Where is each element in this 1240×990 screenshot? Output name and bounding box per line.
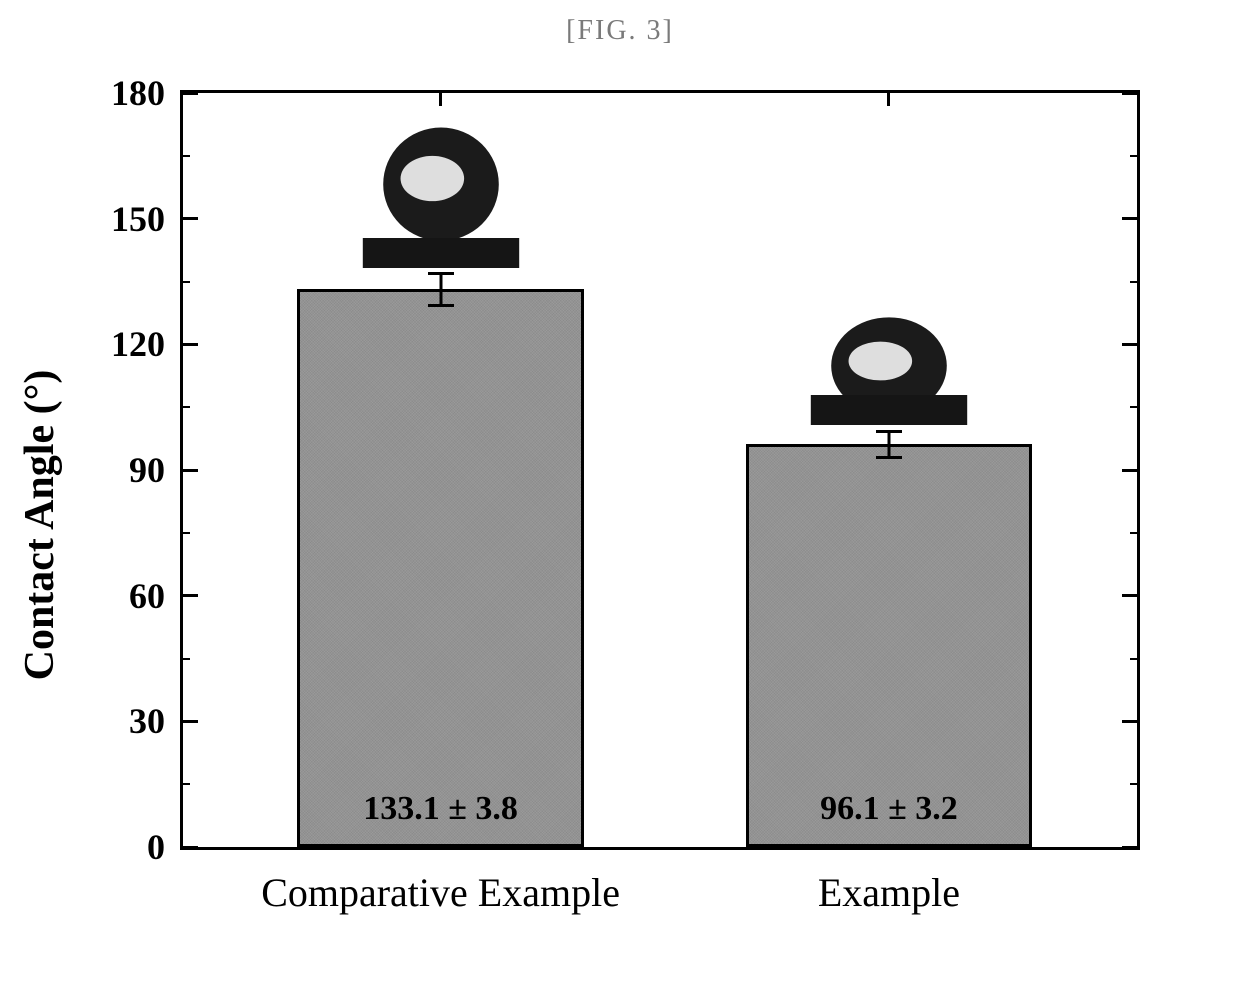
y-tick-minor	[180, 155, 190, 157]
bar-value-label: 96.1 ± 3.2	[820, 790, 958, 828]
plot-area: 0306090120150180133.1 ± 3.8 Comparative …	[180, 90, 1140, 850]
x-tick-major	[439, 90, 442, 106]
error-bar	[439, 274, 442, 306]
y-tick-label: 120	[111, 323, 183, 365]
y-tick-label: 180	[111, 72, 183, 114]
y-tick-major	[1122, 469, 1140, 472]
y-tick-minor	[180, 406, 190, 408]
error-bar	[887, 431, 890, 458]
y-tick-minor	[1130, 155, 1140, 157]
y-tick-minor	[1130, 281, 1140, 283]
bar: 96.1 ± 3.2	[746, 444, 1032, 847]
error-bar-cap	[876, 456, 902, 459]
y-tick-minor	[180, 783, 190, 785]
y-axis-title: Contact Angle (°)	[16, 370, 64, 681]
x-category-label: Comparative Example	[261, 847, 620, 916]
y-tick-label: 30	[129, 700, 183, 742]
x-tick-major	[887, 90, 890, 106]
y-tick-minor	[1130, 783, 1140, 785]
y-tick-minor	[180, 658, 190, 660]
error-bar-cap	[428, 304, 454, 307]
y-tick-label: 150	[111, 198, 183, 240]
y-tick-label: 0	[147, 826, 183, 868]
y-tick-label: 60	[129, 575, 183, 617]
y-tick-label: 90	[129, 449, 183, 491]
droplet-icon	[804, 275, 974, 425]
y-tick-minor	[180, 281, 190, 283]
error-bar-cap	[876, 430, 902, 433]
error-bar-cap	[428, 272, 454, 275]
contact-angle-chart: Contact Angle (°) 0306090120150180133.1 …	[70, 90, 1170, 960]
bar: 133.1 ± 3.8	[297, 289, 583, 847]
droplet-icon	[356, 118, 526, 268]
page: [FIG. 3] Contact Angle (°) 0306090120150…	[0, 0, 1240, 990]
y-tick-major	[1122, 594, 1140, 597]
y-tick-major	[1122, 217, 1140, 220]
y-tick-minor	[180, 532, 190, 534]
y-tick-minor	[1130, 532, 1140, 534]
y-tick-major	[1122, 343, 1140, 346]
y-tick-minor	[1130, 406, 1140, 408]
bar-value-label: 133.1 ± 3.8	[363, 790, 518, 828]
y-tick-minor	[1130, 658, 1140, 660]
figure-caption: [FIG. 3]	[0, 15, 1240, 47]
y-tick-major	[1122, 846, 1140, 849]
y-tick-major	[1122, 92, 1140, 95]
y-tick-major	[1122, 720, 1140, 723]
x-category-label: Example	[818, 847, 960, 916]
